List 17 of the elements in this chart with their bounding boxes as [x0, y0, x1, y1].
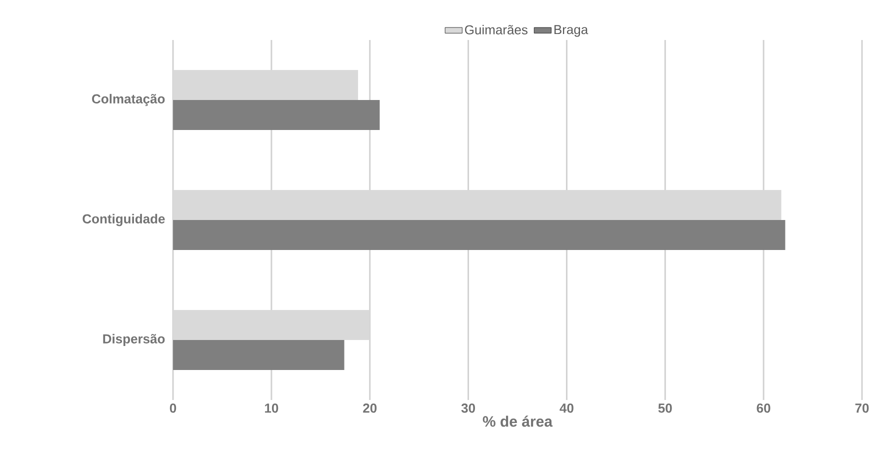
bar: [173, 220, 786, 250]
x-tick-label: 20: [363, 404, 377, 413]
x-tick-label: 60: [756, 404, 770, 413]
x-tick-label: 30: [461, 404, 475, 413]
x-tick-label: 10: [265, 404, 278, 413]
y-tick-label: Colmatação: [92, 94, 165, 106]
y-tick-label: Contiguidade: [82, 214, 165, 226]
x-tick-label: 70: [855, 404, 869, 413]
x-tick-label: 0: [170, 404, 176, 413]
bar: [173, 100, 380, 130]
bar: [173, 340, 344, 370]
x-axis-title: % de área: [482, 416, 553, 427]
legend-label: Braga: [554, 25, 588, 37]
x-tick-label: 40: [560, 404, 574, 413]
y-tick-label: Dispersão: [103, 334, 165, 346]
x-tick-label: 50: [658, 404, 672, 413]
legend-label: Guimarães: [465, 24, 528, 34]
